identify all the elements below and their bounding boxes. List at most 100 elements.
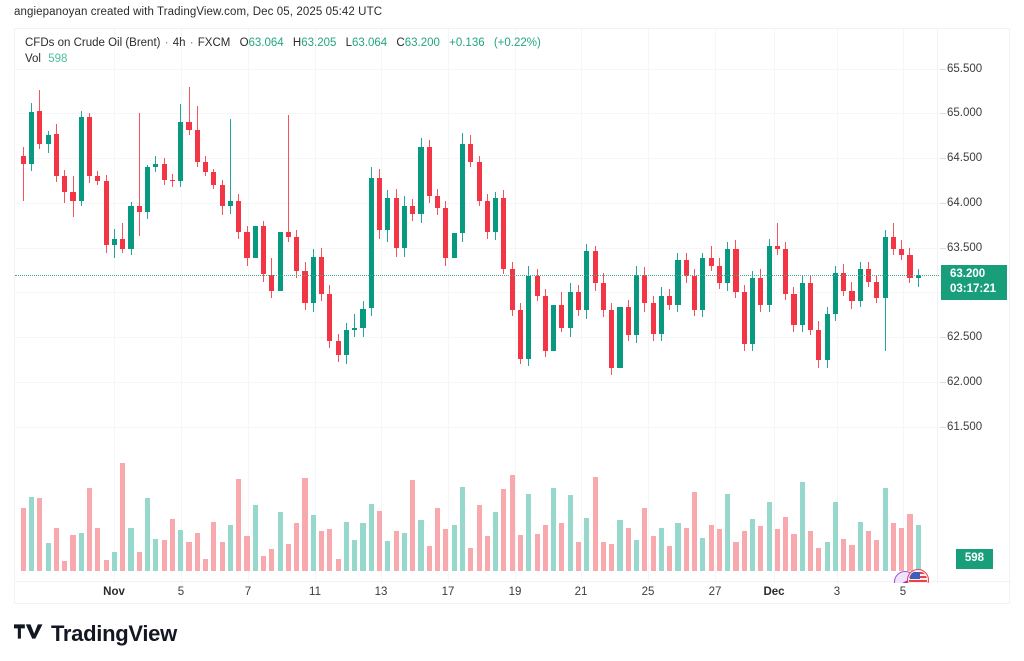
volume-bar (426, 545, 432, 571)
candle-body (791, 294, 797, 325)
candle-body (393, 197, 399, 248)
volume-bar (211, 522, 217, 571)
grid-line-vertical (315, 29, 316, 583)
candle-body (227, 201, 234, 207)
volume-bar (758, 526, 764, 571)
price-tick-dash (940, 247, 946, 249)
candle-body (401, 206, 408, 248)
legend-symbol[interactable]: CFDs on Crude Oil (Brent) (25, 37, 161, 49)
legend-low: L63.064 (346, 37, 388, 49)
volume-bar (194, 533, 200, 571)
time-scale[interactable]: Nov 5 7 11 13 17 19 21 25 27 Dec 3 5 (15, 581, 1011, 603)
grid-line-vertical (448, 29, 449, 583)
candle-body (20, 156, 26, 164)
legend-volume-label: Vol (25, 53, 41, 65)
candle-body (899, 249, 905, 255)
candle-body (211, 172, 217, 185)
candle-wick (287, 115, 289, 243)
volume-bar (584, 517, 590, 571)
candle-body (700, 258, 706, 311)
volume-bar (128, 527, 134, 571)
legend-main-row: CFDs on Crude Oil (Brent) · 4h · FXCM O6… (25, 35, 541, 51)
candle-body (62, 176, 68, 193)
volume-bar (70, 534, 76, 571)
time-tick-label: 13 (374, 586, 388, 598)
volume-bar (642, 507, 648, 571)
candle-body (45, 134, 51, 144)
time-tick-label: 5 (899, 586, 907, 598)
volume-bar (476, 505, 482, 571)
volume-bar (335, 558, 341, 571)
brand-name: TradingView (51, 621, 177, 646)
candle-wick (354, 313, 356, 338)
volume-bar (95, 527, 101, 571)
volume-bar (799, 482, 805, 571)
volume-bar (136, 551, 142, 571)
volume-bar (791, 533, 797, 571)
volume-bar (360, 523, 366, 571)
candle-body (617, 306, 623, 368)
candle-body (385, 197, 391, 230)
legend-open-value: 63.064 (248, 37, 284, 49)
volume-value-badge: 598 (955, 549, 993, 569)
volume-bar (186, 542, 192, 571)
volume-bar (352, 540, 358, 571)
candle-body (153, 163, 159, 168)
chart-frame: ◂ CFDs on Crude Oil (Brent) · 4h · FXCM … (14, 28, 1011, 604)
grid-line-horizontal (15, 337, 939, 339)
grid-line-horizontal (15, 68, 939, 70)
candle-body (343, 329, 350, 356)
price-scale[interactable]: 65.50065.00064.50064.00063.50063.00062.5… (937, 29, 1009, 583)
candle-body (219, 185, 225, 207)
grid-line-vertical (715, 29, 716, 583)
candle-body (29, 111, 35, 164)
volume-bar (857, 521, 863, 571)
volume-bar (667, 545, 673, 571)
candle-body (53, 134, 59, 177)
volume-bar (435, 507, 441, 571)
chart-plot-area[interactable]: ◂ CFDs on Crude Oil (Brent) · 4h · FXCM … (15, 29, 939, 583)
volume-bar (567, 495, 573, 571)
candle-wick (776, 222, 778, 255)
candle-body (584, 251, 590, 311)
grid-line-vertical (774, 29, 775, 583)
candle-body (749, 278, 756, 345)
grid-line-horizontal (15, 247, 939, 249)
volume-bar (517, 534, 524, 571)
economic-event-marker-us[interactable] (907, 569, 929, 583)
candle-body (907, 254, 913, 279)
candle-body (509, 269, 515, 311)
last-price-badge: 63.200 03:17:21 (941, 264, 1007, 300)
volume-bar (310, 515, 316, 571)
candle-body (882, 236, 888, 298)
candle-body (633, 274, 640, 336)
grid-line-vertical (581, 29, 582, 583)
candle-body (294, 236, 300, 271)
volume-bar (650, 535, 656, 571)
candle-body (567, 292, 573, 329)
candle-body (111, 238, 117, 245)
time-tick-label: 19 (508, 586, 522, 598)
candle-body (203, 161, 209, 173)
volume-bar (302, 478, 308, 571)
price-tick-dash (940, 337, 946, 339)
time-tick-label: 27 (708, 586, 722, 598)
candle-body (783, 249, 789, 295)
event-glyph-icon: ◂ (902, 576, 908, 584)
candle-body (551, 304, 557, 352)
candle-body (327, 294, 333, 341)
time-tick-label: 11 (309, 586, 321, 598)
volume-bar (733, 541, 739, 571)
volume-bar (542, 524, 548, 571)
grid-line-horizontal (15, 426, 939, 428)
candle-body (161, 163, 167, 180)
legend-interval[interactable]: 4h (172, 37, 186, 49)
candle-body (443, 208, 449, 259)
candle-body (609, 310, 615, 368)
volume-bar (915, 524, 921, 571)
legend-change: +0.136 (449, 37, 485, 49)
candle-body (145, 167, 151, 212)
volume-bar (203, 559, 209, 571)
volume-bar (161, 540, 167, 571)
